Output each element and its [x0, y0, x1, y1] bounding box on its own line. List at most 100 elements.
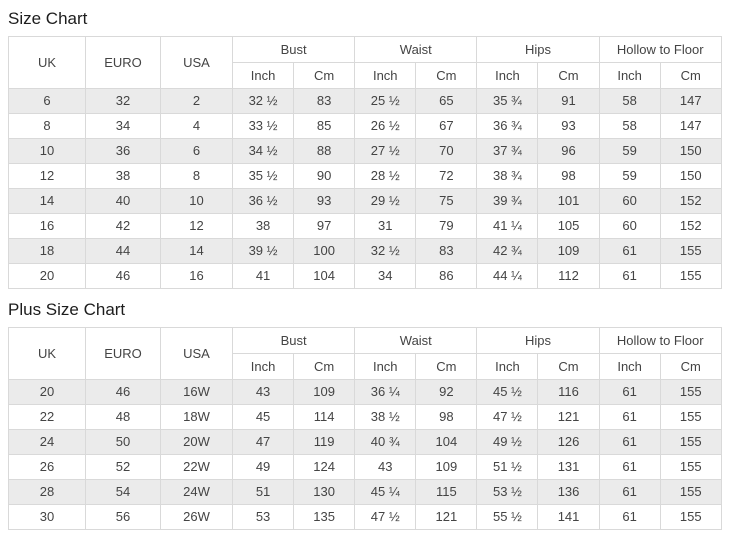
table-cell: 41	[231, 263, 295, 289]
table-cell: 10	[160, 188, 233, 214]
column-header-hips: Hips	[476, 36, 600, 63]
table-cell: 44	[85, 238, 161, 264]
column-header-waist-inch: Inch	[354, 353, 417, 380]
column-header-hips-cm: Cm	[537, 353, 600, 380]
table-row: 22 48 18W 45 114 38 ½ 98 47 ½ 121 61 155	[8, 404, 722, 430]
table-cell: 30	[8, 504, 86, 530]
table-cell: 20	[8, 263, 86, 289]
table-cell: 90	[293, 163, 356, 189]
table-cell: 150	[659, 138, 722, 164]
table-cell: 32 ½	[231, 88, 295, 114]
table-cell: 109	[415, 454, 478, 480]
table-cell: 59	[598, 163, 661, 189]
column-header-waist: Waist	[354, 327, 478, 354]
table-cell: 36	[85, 138, 161, 164]
table-cell: 20W	[160, 429, 233, 455]
table-cell: 26	[8, 454, 86, 480]
table-cell: 109	[293, 379, 356, 405]
table-cell: 6	[8, 88, 86, 114]
table-cell: 27 ½	[354, 138, 417, 164]
table-cell: 44 ¼	[476, 263, 539, 289]
table-cell: 75	[415, 188, 478, 214]
table-cell: 155	[659, 429, 722, 455]
table-cell: 41 ¼	[476, 213, 539, 239]
table-cell: 16	[8, 213, 86, 239]
table-cell: 36 ¼	[354, 379, 417, 405]
table-cell: 131	[537, 454, 600, 480]
table-cell: 53	[231, 504, 295, 530]
table-cell: 14	[160, 238, 233, 264]
table-cell: 46	[85, 263, 161, 289]
table-cell: 152	[659, 188, 722, 214]
column-header-hollow-inch: Inch	[598, 62, 661, 89]
table-cell: 8	[160, 163, 233, 189]
table-cell: 55 ½	[476, 504, 539, 530]
table-cell: 46	[85, 379, 161, 405]
column-header-hollow-inch: Inch	[598, 353, 661, 380]
table-cell: 72	[415, 163, 478, 189]
table-cell: 83	[415, 238, 478, 264]
table-cell: 38	[231, 213, 295, 239]
table-cell: 40	[85, 188, 161, 214]
table-cell: 60	[598, 213, 661, 239]
table-row: 18 44 14 39 ½ 100 32 ½ 83 42 ¾ 109 61 155	[8, 238, 722, 264]
table-row: 20 46 16W 43 109 36 ¼ 92 45 ½ 116 61 155	[8, 379, 722, 405]
column-header-waist: Waist	[354, 36, 478, 63]
table-cell: 65	[415, 88, 478, 114]
table-row: 12 38 8 35 ½ 90 28 ½ 72 38 ¾ 98 59 150	[8, 163, 722, 189]
table-cell: 45 ¼	[354, 479, 417, 505]
table-cell: 70	[415, 138, 478, 164]
column-header-usa: USA	[160, 327, 233, 380]
table-cell: 92	[415, 379, 478, 405]
table-cell: 115	[415, 479, 478, 505]
table-cell: 130	[293, 479, 356, 505]
table-cell: 51 ½	[476, 454, 539, 480]
table-cell: 147	[659, 113, 722, 139]
column-header-bust: Bust	[231, 36, 356, 63]
table-cell: 67	[415, 113, 478, 139]
table-cell: 50	[85, 429, 161, 455]
table-cell: 98	[415, 404, 478, 430]
size-chart-header: UK EURO USA Bust Waist Hips Hollow to Fl…	[8, 36, 722, 89]
column-header-waist-inch: Inch	[354, 62, 417, 89]
table-cell: 10	[8, 138, 86, 164]
table-cell: 32 ½	[354, 238, 417, 264]
header-row-groups: UK EURO USA Bust Waist Hips Hollow to Fl…	[8, 36, 722, 89]
table-cell: 51	[231, 479, 295, 505]
table-cell: 29 ½	[354, 188, 417, 214]
table-cell: 126	[537, 429, 600, 455]
column-header-euro: EURO	[85, 36, 161, 89]
table-cell: 34	[85, 113, 161, 139]
table-cell: 36 ½	[231, 188, 295, 214]
table-cell: 61	[598, 454, 661, 480]
column-header-hips-cm: Cm	[537, 62, 600, 89]
column-header-hips: Hips	[476, 327, 600, 354]
table-cell: 150	[659, 163, 722, 189]
table-cell: 20	[8, 379, 86, 405]
table-cell: 116	[537, 379, 600, 405]
table-cell: 31	[354, 213, 417, 239]
table-cell: 61	[598, 238, 661, 264]
header-row-units: Inch Cm Inch Cm Inch Cm Inch Cm	[9, 353, 722, 380]
table-cell: 97	[293, 213, 356, 239]
table-cell: 2	[160, 88, 233, 114]
table-cell: 40 ¾	[354, 429, 417, 455]
column-header-uk: UK	[8, 36, 86, 89]
table-cell: 58	[598, 113, 661, 139]
table-cell: 85	[293, 113, 356, 139]
header-row-groups: UK EURO USA Bust Waist Hips Hollow to Fl…	[8, 327, 722, 380]
column-header-bust-inch: Inch	[231, 62, 295, 89]
table-row: 10 36 6 34 ½ 88 27 ½ 70 37 ¾ 96 59 150	[8, 138, 722, 164]
table-cell: 52	[85, 454, 161, 480]
table-cell: 114	[293, 404, 356, 430]
table-cell: 42	[85, 213, 161, 239]
plus-size-chart-title: Plus Size Chart	[8, 300, 126, 319]
table-cell: 26 ½	[354, 113, 417, 139]
table-cell: 105	[537, 213, 600, 239]
table-cell: 155	[659, 504, 722, 530]
table-row: 16 42 12 38 97 31 79 41 ¼ 105 60 152	[8, 213, 722, 239]
column-header-bust-inch: Inch	[231, 353, 295, 380]
table-cell: 47 ½	[476, 404, 539, 430]
column-header-bust: Bust	[231, 327, 356, 354]
table-cell: 14	[8, 188, 86, 214]
